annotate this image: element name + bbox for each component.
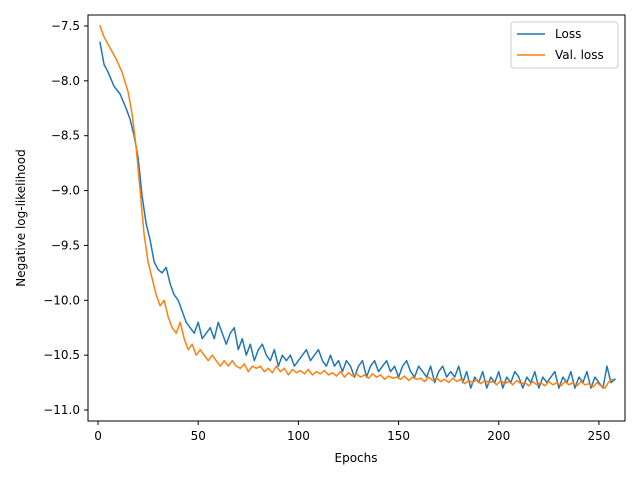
- y-axis-label: Negative log-likelihood: [14, 149, 28, 286]
- series-line-loss: [99, 41, 617, 389]
- x-tick-label: 200: [487, 429, 510, 443]
- x-tick-label: 250: [587, 429, 610, 443]
- plot-lines: [99, 25, 617, 389]
- legend: Loss Val. loss: [510, 21, 619, 69]
- x-tick-label: 100: [287, 429, 310, 443]
- y-tick-label: −9.5: [51, 238, 80, 252]
- y-tick-label: −7.5: [51, 19, 80, 33]
- y-tick-label: −8.5: [51, 129, 80, 143]
- legend-label-loss: Loss: [555, 27, 581, 41]
- y-axis: −7.5 −8.0 −8.5 −9.0 −9.5 −10.0 −10.5 −11.0: [43, 19, 88, 417]
- y-tick-label: −11.0: [43, 403, 80, 417]
- x-axis: 0 50 100 150 200 250: [94, 421, 610, 443]
- x-tick-label: 50: [191, 429, 206, 443]
- x-tick-label: 150: [387, 429, 410, 443]
- y-tick-label: −10.5: [43, 348, 80, 362]
- y-tick-label: −9.0: [51, 184, 80, 198]
- x-axis-label: Epochs: [335, 451, 378, 465]
- series-line-val-loss: [99, 25, 614, 389]
- y-tick-label: −8.0: [51, 74, 80, 88]
- x-tick-label: 0: [94, 429, 102, 443]
- legend-label-val-loss: Val. loss: [555, 48, 604, 62]
- plot-area-frame: [87, 14, 626, 422]
- y-tick-label: −10.0: [43, 293, 80, 307]
